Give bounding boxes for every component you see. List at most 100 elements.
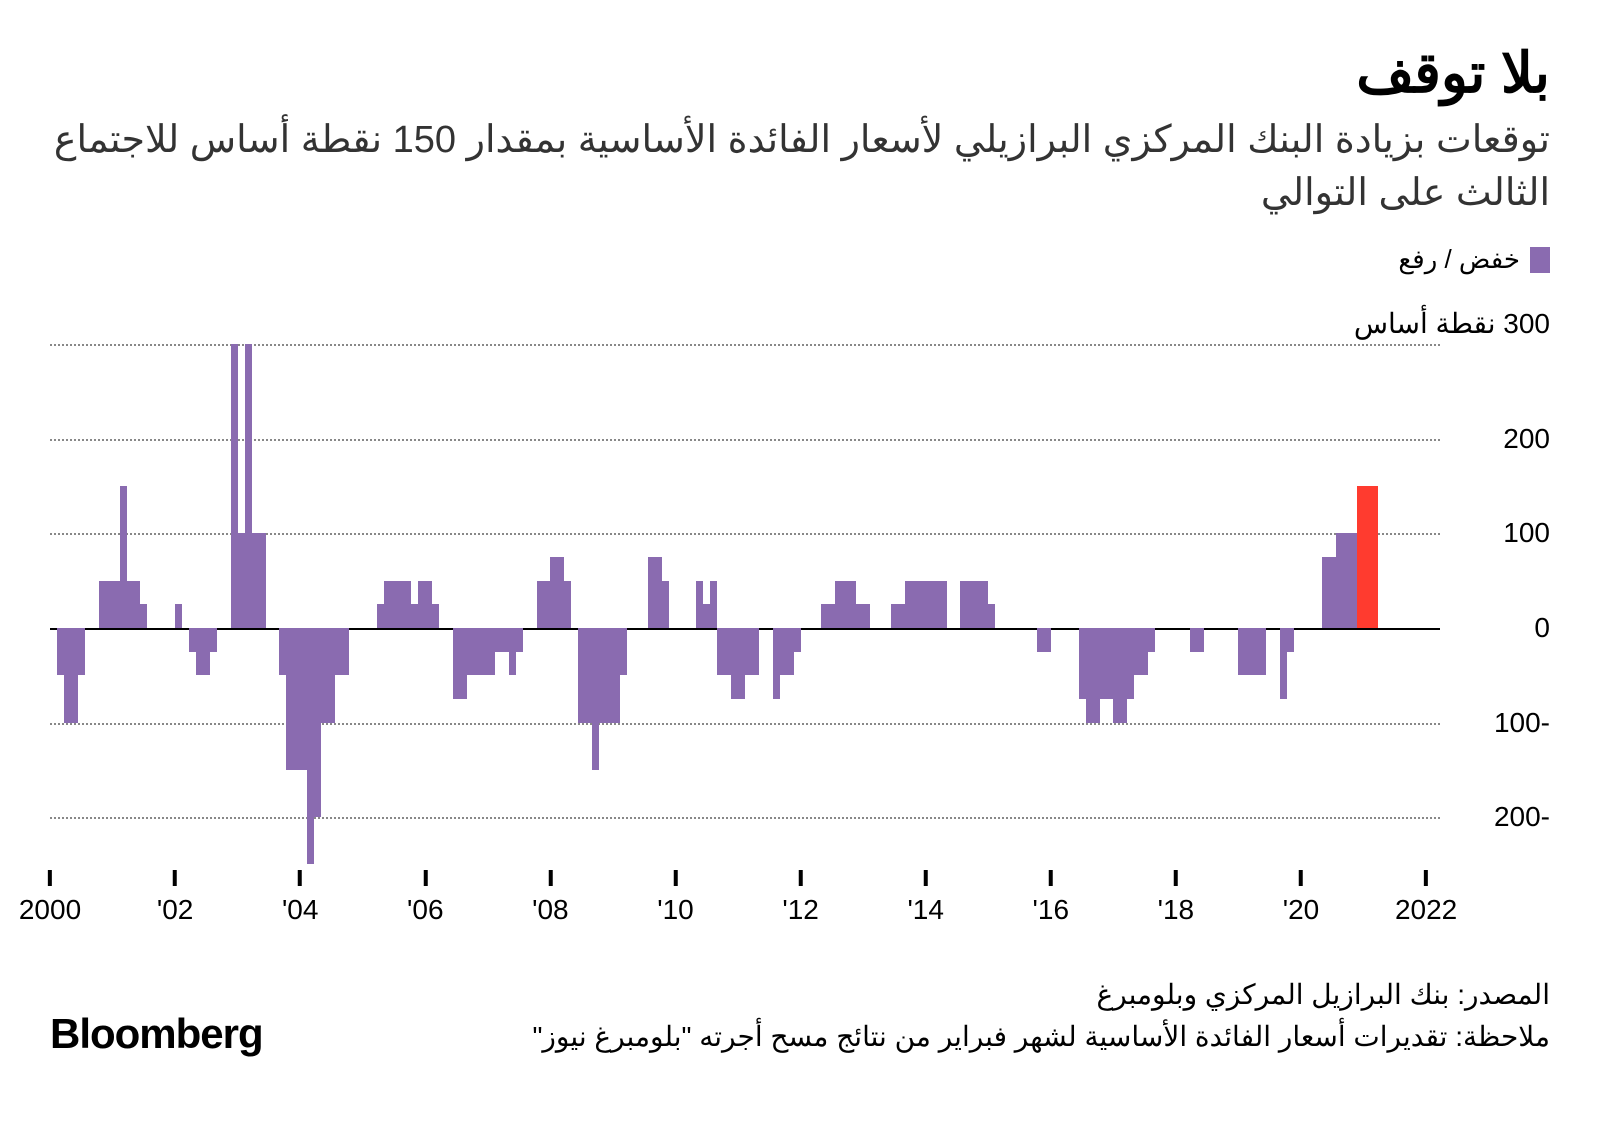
x-tick-mark	[674, 870, 678, 886]
bar	[279, 628, 286, 675]
bar	[175, 604, 182, 628]
bar	[1134, 628, 1141, 675]
bar	[259, 533, 266, 628]
bar	[919, 581, 926, 628]
x-tick: '20	[1283, 870, 1320, 926]
bar	[849, 581, 856, 628]
bar	[780, 628, 787, 675]
bar	[717, 628, 724, 675]
bar	[1336, 533, 1343, 628]
bar-highlight	[1364, 486, 1371, 628]
x-tick-label: '12	[782, 894, 819, 926]
bar	[1120, 628, 1127, 723]
bar	[585, 628, 592, 723]
x-tick-label: '16	[1033, 894, 1070, 926]
bar	[592, 628, 599, 770]
x-tick: '12	[782, 870, 819, 926]
x-tick: '16	[1033, 870, 1070, 926]
bar	[578, 628, 585, 723]
note-line: ملاحظة: تقديرات أسعار الفائدة الأساسية ل…	[532, 1016, 1550, 1058]
bar	[99, 581, 106, 628]
bloomberg-logo: Bloomberg	[50, 1010, 263, 1058]
bar	[967, 581, 974, 628]
x-tick-mark	[924, 870, 928, 886]
bar	[196, 628, 203, 675]
bar	[745, 628, 752, 675]
bar	[78, 628, 85, 675]
bar	[432, 604, 439, 628]
bar	[321, 628, 328, 723]
legend-label: خفض / رفع	[1398, 244, 1520, 275]
bar	[974, 581, 981, 628]
x-tick-label: '04	[282, 894, 319, 926]
bar	[1106, 628, 1113, 699]
bar	[1086, 628, 1093, 723]
bar	[1141, 628, 1148, 675]
bar	[502, 628, 509, 652]
bar	[787, 628, 794, 675]
x-tick-mark	[799, 870, 803, 886]
x-tick: '10	[657, 870, 694, 926]
bar	[474, 628, 481, 675]
bar	[300, 628, 307, 770]
x-tick-mark	[1174, 870, 1178, 886]
x-axis: 2000'02'04'06'08'10'12'14'16'18'202022	[50, 870, 1550, 950]
legend-swatch	[1530, 247, 1550, 273]
bar	[335, 628, 342, 675]
bar	[696, 581, 703, 628]
x-tick: '14	[907, 870, 944, 926]
x-tick-label: '06	[407, 894, 444, 926]
x-tick-mark	[173, 870, 177, 886]
bar	[1280, 628, 1287, 699]
bar	[481, 628, 488, 675]
bar	[509, 628, 516, 675]
bar	[620, 628, 627, 675]
bar	[1238, 628, 1245, 675]
bar	[981, 581, 988, 628]
x-tick-mark	[548, 870, 552, 886]
bar	[794, 628, 801, 652]
bar	[557, 557, 564, 628]
bar	[106, 581, 113, 628]
bar	[724, 628, 731, 675]
x-tick: '04	[282, 870, 319, 926]
bar	[828, 604, 835, 628]
bar	[1350, 533, 1357, 628]
bar	[863, 604, 870, 628]
bar	[140, 604, 147, 628]
bar	[933, 581, 940, 628]
bar	[1148, 628, 1155, 652]
bar	[314, 628, 321, 817]
bar	[411, 604, 418, 628]
bar	[1099, 628, 1106, 699]
bar	[606, 628, 613, 723]
y-axis-labels: 2001000-100-200	[1450, 344, 1550, 864]
x-tick-label: '08	[532, 894, 569, 926]
bar	[71, 628, 78, 723]
bar	[1044, 628, 1051, 652]
bar-highlight	[1371, 486, 1378, 628]
footer: المصدر: بنك البرازيل المركزي وبلومبرغ مل…	[50, 974, 1550, 1058]
bar	[731, 628, 738, 699]
bar	[113, 581, 120, 628]
x-tick-label: '10	[657, 894, 694, 926]
bar	[543, 581, 550, 628]
x-tick-mark	[298, 870, 302, 886]
bar	[1127, 628, 1134, 699]
y-tick-label: -200	[1494, 801, 1550, 833]
bar	[550, 557, 557, 628]
x-tick-label: '20	[1283, 894, 1320, 926]
bar	[1329, 557, 1336, 628]
bar	[516, 628, 523, 652]
plot-area	[50, 344, 1440, 864]
bar	[1343, 533, 1350, 628]
bar	[189, 628, 196, 652]
bar	[988, 604, 995, 628]
bar	[710, 581, 717, 628]
bar	[821, 604, 828, 628]
bar	[1079, 628, 1086, 699]
bar	[835, 581, 842, 628]
x-tick: 2022	[1395, 870, 1457, 926]
bar	[891, 604, 898, 628]
x-tick-label: '18	[1158, 894, 1195, 926]
